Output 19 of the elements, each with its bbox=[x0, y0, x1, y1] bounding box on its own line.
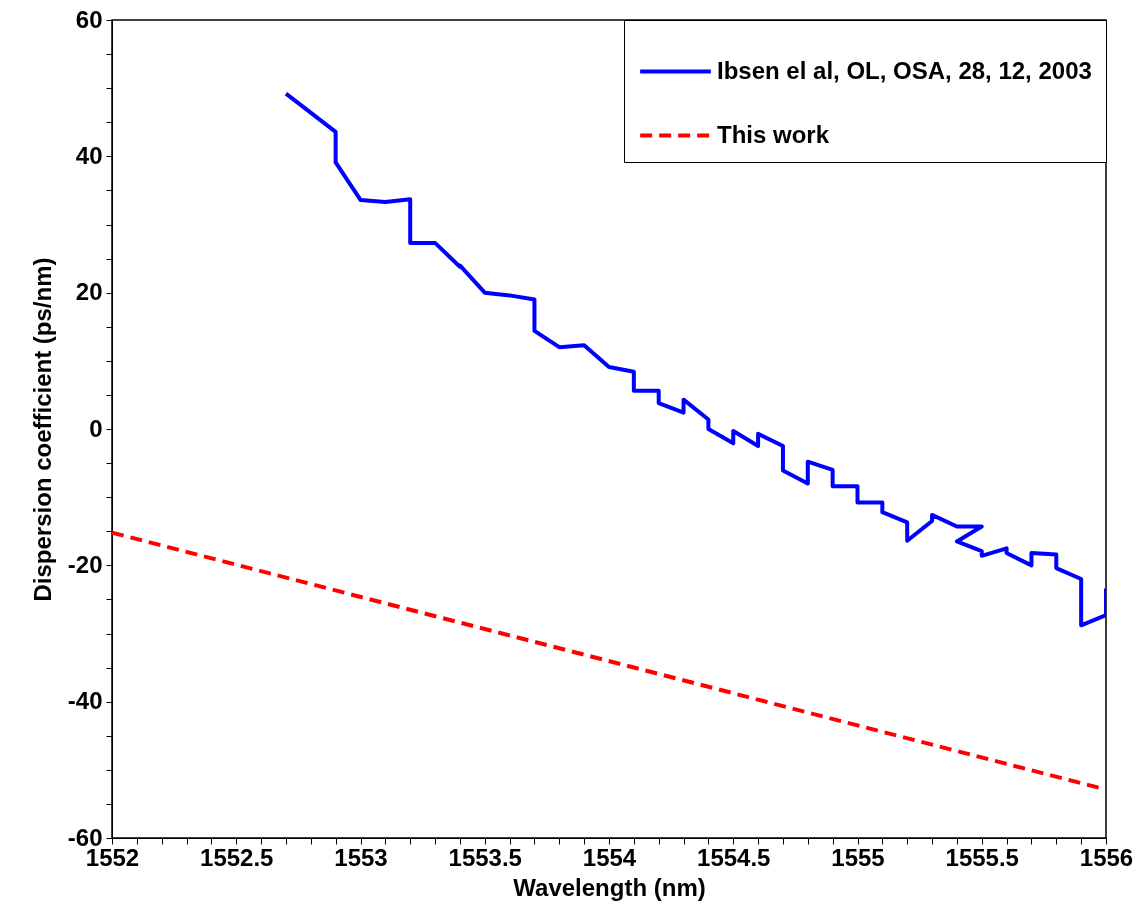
x-tick-label: 1556 bbox=[1079, 843, 1134, 871]
y-tick-label: 40 bbox=[75, 141, 103, 169]
y-tick-label: 0 bbox=[89, 414, 103, 442]
y-tick-label: -20 bbox=[67, 550, 103, 578]
y-tick-label: -40 bbox=[67, 687, 103, 715]
x-tick-label: 1555.5 bbox=[945, 843, 1019, 871]
legend-label: This work bbox=[717, 120, 830, 148]
x-tick-label: 1554 bbox=[582, 843, 637, 871]
x-axis-title: Wavelength (nm) bbox=[513, 873, 706, 901]
x-tick-label: 1554.5 bbox=[697, 843, 771, 871]
x-tick-label: 1553.5 bbox=[448, 843, 522, 871]
legend-label: Ibsen el al, OL, OSA, 28, 12, 2003 bbox=[717, 56, 1092, 84]
y-tick-label: 60 bbox=[75, 5, 103, 33]
y-axis-title: Dispersion coefficient (ps/nm) bbox=[28, 257, 56, 602]
x-tick-label: 1555 bbox=[831, 843, 885, 871]
x-tick-label: 1553 bbox=[334, 843, 388, 871]
y-tick-label: 20 bbox=[75, 278, 103, 306]
x-tick-label: 1552.5 bbox=[200, 843, 274, 871]
line-series bbox=[283, 91, 1106, 628]
